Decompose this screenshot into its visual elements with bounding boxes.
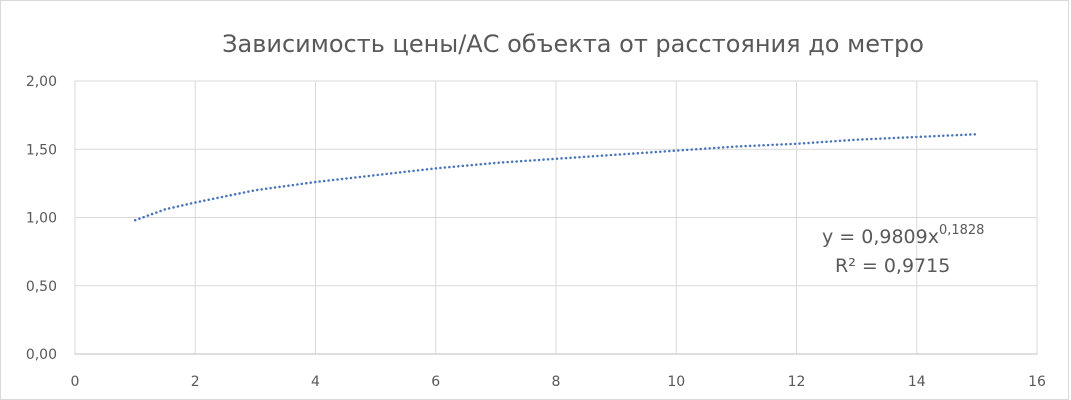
x-tick-label: 12 — [788, 374, 806, 389]
x-tick-label: 14 — [908, 374, 926, 389]
chart-svg: Зависимость цены/АС объекта от расстояни… — [26, 30, 1046, 389]
y-tick-label: 0,50 — [26, 279, 57, 295]
y-tick-label: 0,00 — [26, 347, 57, 363]
series-layer — [133, 132, 979, 222]
trendline-series — [133, 132, 979, 222]
x-tick-label: 4 — [311, 374, 320, 389]
x-tick-label: 16 — [1028, 374, 1046, 389]
x-tick-label: 8 — [552, 374, 561, 389]
equation-prefix: y = 0,9809x — [822, 226, 939, 248]
chart-title: Зависимость цены/АС объекта от расстояни… — [222, 30, 924, 58]
y-tick-label: 1,00 — [26, 211, 57, 227]
grid-layer — [74, 80, 1038, 355]
y-tick-label: 2,00 — [26, 74, 57, 90]
r-squared-label: R² = 0,9715 — [835, 255, 950, 277]
x-tick-label: 10 — [667, 374, 685, 389]
y-tick-label: 1,50 — [26, 142, 57, 158]
tick-layer: 0,00 0,50 1,00 1,50 2,00 0 2 4 6 8 10 12 14 16 — [26, 74, 1046, 389]
x-tick-label: 2 — [191, 374, 200, 389]
x-tick-label: 6 — [431, 374, 440, 389]
x-tick-label: 0 — [71, 374, 80, 389]
trendline-equation: y = 0,9809x0,1828 — [822, 223, 984, 248]
equation-exponent: 0,1828 — [939, 223, 985, 238]
